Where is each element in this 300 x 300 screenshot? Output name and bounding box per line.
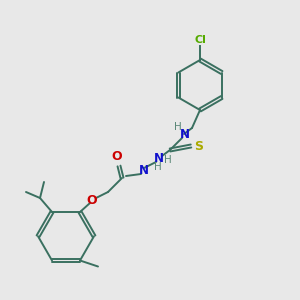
- Text: H: H: [174, 122, 182, 132]
- Text: H: H: [164, 155, 172, 165]
- Text: O: O: [112, 150, 122, 163]
- Text: O: O: [87, 194, 97, 206]
- Text: N: N: [139, 164, 149, 176]
- Text: Cl: Cl: [194, 35, 206, 45]
- Text: S: S: [194, 140, 203, 152]
- Text: H: H: [154, 162, 162, 172]
- Text: N: N: [154, 152, 164, 164]
- Text: N: N: [180, 128, 190, 142]
